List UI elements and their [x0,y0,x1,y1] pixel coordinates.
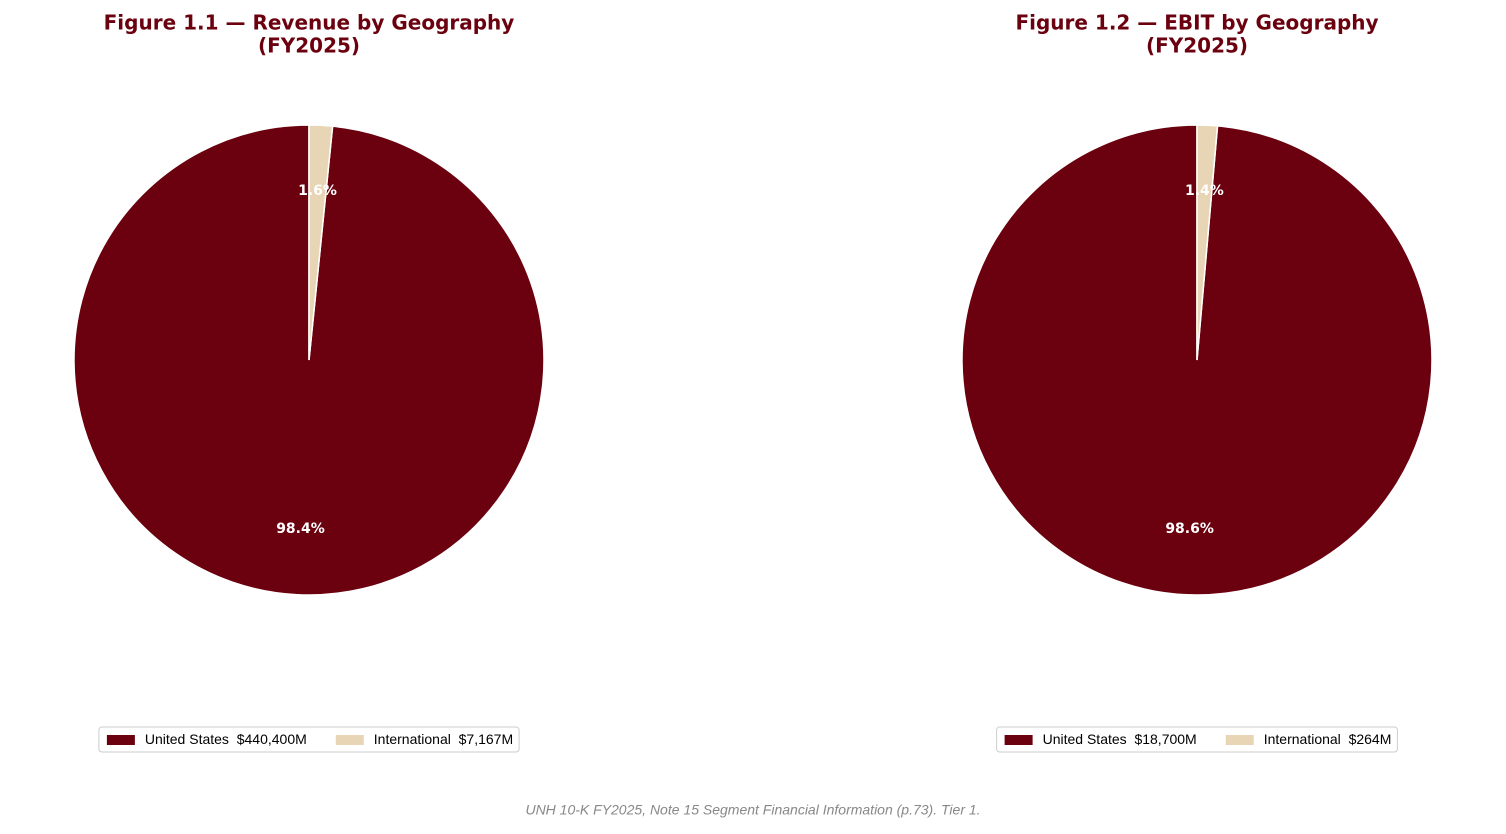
percent-label: 98.6% [1165,521,1214,537]
legend-label: United States $18,700M [1043,731,1197,747]
legend-swatch [1004,735,1033,745]
chart-subtitle: (FY2025) [258,34,360,58]
legend-value: $264M [1349,731,1392,747]
legend-name: United States [145,731,229,747]
legend-name: International [1264,731,1341,747]
legend-label: International $264M [1264,731,1392,747]
legend-value: $7,167M [459,731,513,747]
legend-value: $18,700M [1134,731,1196,747]
legend-box [98,726,520,753]
legend-name: International [374,731,451,747]
chart-title: Figure 1.1 — Revenue by Geography [104,11,515,35]
percent-label: 1.6% [298,183,337,199]
pie-slice [308,124,334,361]
legend-swatch [335,735,364,745]
legend-swatch [1225,735,1254,745]
percent-label: 1.4% [1185,183,1224,199]
legend-swatch [106,735,135,745]
chart-title: Figure 1.2 — EBIT by Geography [1015,11,1378,35]
legend: United States $18,700M International $264… [996,726,1398,753]
pie-slice [1196,124,1219,361]
legend-value: $440,400M [237,731,307,747]
legend-box [996,726,1398,753]
legend-name: United States [1043,731,1127,747]
legend-label: International $7,167M [374,731,513,747]
percent-label: 98.4% [276,521,325,537]
chart-subtitle: (FY2025) [1146,34,1248,58]
legend: United States $440,400M International $7,… [98,726,520,753]
legend-label: United States $440,400M [145,731,307,747]
footer: UNH 10-K FY2025, Note 15 Segment Financi… [525,802,980,818]
